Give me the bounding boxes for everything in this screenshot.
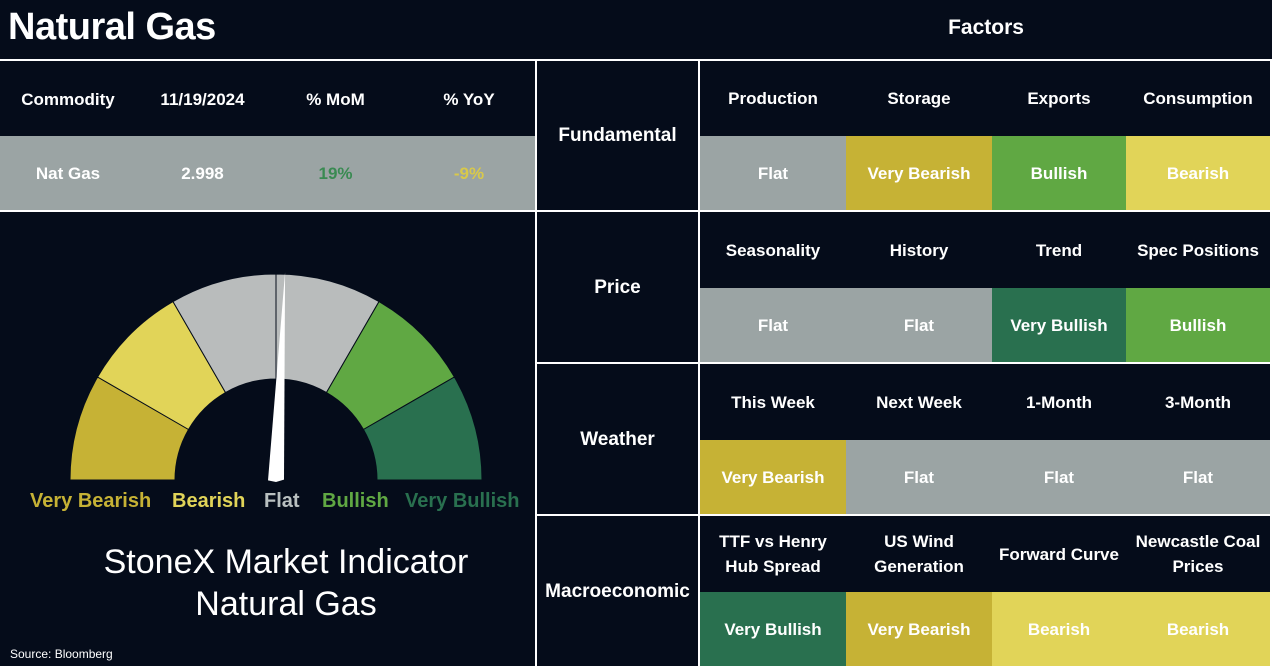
factor-newcastle-coal-prices: Newcastle Coal Prices [1135, 532, 1261, 576]
rating-consumption: Bearish [1126, 136, 1270, 210]
factor-consumption: Consumption [1143, 88, 1253, 108]
gauge-segment-very-bullish [362, 376, 483, 481]
rating-production: Flat [700, 136, 846, 210]
rating-history: Flat [846, 288, 992, 362]
factor-history: History [889, 240, 949, 260]
gauge-label-bullish: Bullish [322, 490, 389, 512]
indicator-title-line2: Natural Gas [195, 585, 377, 623]
rating-newcastle-coal-prices: Bearish [1126, 592, 1270, 666]
factor-forward-curve: Forward Curve [999, 544, 1119, 564]
commodity-price: 2.998 [181, 163, 224, 183]
rating-exports: Bullish [992, 136, 1126, 210]
indicator-title-line1: StoneX Market Indicator [103, 543, 469, 581]
rating-storage: Very Bearish [846, 136, 992, 210]
rating-spec-positions: Bullish [1126, 288, 1270, 362]
factor-1-month: 1-Month [1025, 392, 1093, 412]
gauge-label-bearish: Bearish [172, 490, 246, 512]
factor-3-month: 3-Month [1164, 392, 1232, 412]
commodity-mom: 19% [318, 163, 353, 183]
header-mom: % MoM [306, 89, 365, 109]
gauge-label-very-bullish: Very Bullish [405, 490, 520, 512]
gauge-label-very-bearish: Very Bearish [30, 490, 152, 512]
factor-this-week: This Week [731, 392, 815, 412]
rating-1-month: Flat [992, 440, 1126, 514]
factors-title: Factors [948, 16, 1024, 39]
category-price: Price [594, 276, 641, 298]
rating-forward-curve: Bearish [992, 592, 1126, 666]
factor-ttf-vs-henry-hub-spread: TTF vs Henry Hub Spread [719, 532, 827, 576]
rating-seasonality: Flat [700, 288, 846, 362]
rating-ttf-vs-henry-hub-spread: Very Bullish [700, 592, 846, 666]
factor-spec-positions: Spec Positions [1137, 240, 1259, 260]
factor-seasonality: Seasonality [725, 240, 821, 260]
header-date: 11/19/2024 [160, 89, 245, 109]
header-commodity: Commodity [21, 89, 115, 109]
sentiment-gauge [69, 272, 483, 482]
rating-next-week: Flat [846, 440, 992, 514]
page-title: Natural Gas [8, 6, 216, 48]
factor-exports: Exports [1027, 88, 1091, 108]
rating-us-wind-generation: Very Bearish [846, 592, 992, 666]
commodity-yoy: -9% [453, 163, 485, 183]
source-note: Source: Bloomberg [10, 647, 113, 661]
header-yoy: % YoY [443, 89, 495, 109]
factor-storage: Storage [887, 88, 951, 108]
rating-this-week: Very Bearish [700, 440, 846, 514]
factor-us-wind-generation: US Wind Generation [874, 532, 964, 576]
factor-production: Production [728, 88, 818, 108]
commodity-row [0, 136, 536, 210]
gauge-label-flat: Flat [264, 490, 300, 512]
commodity-name: Nat Gas [35, 163, 101, 183]
factor-next-week: Next Week [876, 392, 962, 412]
category-weather: Weather [580, 428, 655, 450]
factor-trend: Trend [1035, 240, 1083, 260]
gauge-needle [268, 272, 286, 482]
category-macroeconomic: Macroeconomic [545, 580, 690, 602]
category-fundamental: Fundamental [558, 124, 677, 146]
rating-trend: Very Bullish [992, 288, 1126, 362]
rating-3-month: Flat [1126, 440, 1270, 514]
